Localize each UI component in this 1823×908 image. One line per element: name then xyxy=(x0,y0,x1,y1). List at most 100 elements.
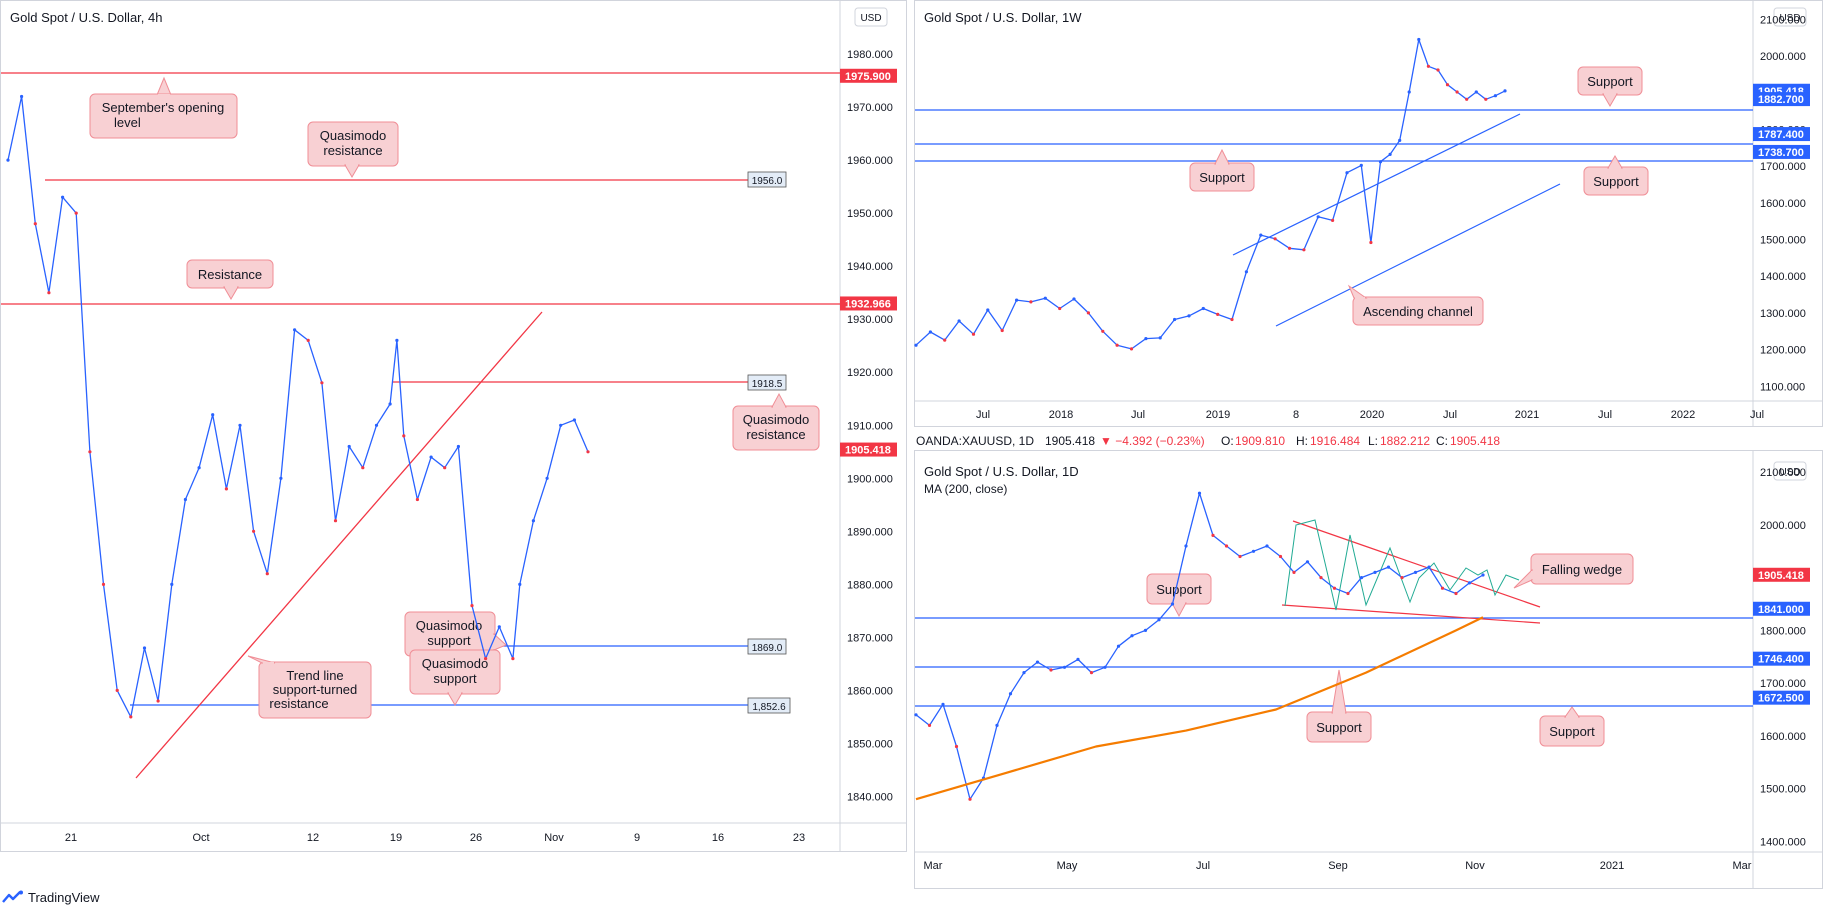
w1-series-point xyxy=(1072,297,1076,301)
h4-x-tick-label: 9 xyxy=(634,832,640,844)
h4-series-point xyxy=(183,497,187,502)
w1-x-tick-label: 2022 xyxy=(1671,409,1695,421)
d1-price-label-bg xyxy=(1753,690,1810,705)
d1-series-line-1 xyxy=(915,616,1484,801)
d1-series-point xyxy=(1170,602,1175,606)
w1-series-point xyxy=(1474,90,1478,94)
h4-annotation-resistance-text: Resistance xyxy=(198,267,262,282)
d1-info-low: 1882.212 xyxy=(1380,434,1430,448)
w1-panel-frame xyxy=(914,0,1823,427)
w1-x-tick-label: Jul xyxy=(976,409,990,421)
d1-series-point xyxy=(1265,544,1269,548)
w1-annotation-support-2-text: Support xyxy=(1199,170,1245,185)
d1-series-point xyxy=(1332,586,1337,590)
h4-level-1852-text: 1,852.6 xyxy=(752,702,786,713)
w1-annotation-support-right-top: Support xyxy=(1577,66,1643,107)
h4-x-tick-label: 23 xyxy=(793,832,805,844)
h4-series-point xyxy=(456,444,460,449)
w1-series-point xyxy=(1173,317,1177,322)
h4-y-tick-label: 1840.000 xyxy=(847,791,893,803)
d1-series-point xyxy=(1103,665,1107,669)
d1-x-tick-label: Jul xyxy=(1196,860,1210,872)
w1-series-point xyxy=(1316,215,1320,219)
h4-x-tick-label: 19 xyxy=(390,832,402,844)
h4-y-tick-label: 1970.000 xyxy=(847,102,893,114)
h4-y-tick-label: 1900.000 xyxy=(847,473,893,485)
h4-series-point xyxy=(518,582,522,587)
d1-info-symbol: OANDA:XAUUSD, 1D xyxy=(916,434,1034,448)
h4-level-box-1852: 1,852.6 xyxy=(747,697,791,714)
w1-series-point xyxy=(1015,298,1019,302)
h4-price-label-bg xyxy=(840,296,897,311)
h4-y-tick-label: 1860.000 xyxy=(847,685,893,697)
d1-price-label: 1746.400 xyxy=(1758,654,1804,666)
h4-annotation-september-line1: September's opening xyxy=(102,100,224,115)
w1-series-point xyxy=(914,343,918,347)
d1-series-point xyxy=(1197,491,1202,495)
d1-series-point xyxy=(1305,560,1310,564)
h4-annotation-september-line2: level xyxy=(114,115,141,130)
w1-price-label-bg xyxy=(1753,144,1810,159)
h4-level-1956-text: 1956.0 xyxy=(752,176,783,187)
w1-series-point xyxy=(1058,306,1062,311)
d1-info-high: 1916.484 xyxy=(1310,434,1360,448)
d1-series-point xyxy=(1440,586,1445,590)
h4-level-1918-text: 1918.5 xyxy=(752,379,783,390)
w1-series-point xyxy=(1115,343,1119,347)
w1-x-tick-label: 2021 xyxy=(1515,409,1539,421)
d1-series-point xyxy=(927,723,932,728)
w1-price-label: 1787.400 xyxy=(1758,129,1804,141)
h4-annotation-qm-res-top-line1: Quasimodo xyxy=(320,128,386,143)
d1-series-point xyxy=(1224,544,1229,548)
d1-info-last: 1905.418 xyxy=(1045,434,1095,448)
w1-y-tick-label: 1500.000 xyxy=(1760,235,1806,247)
h4-series-point xyxy=(142,646,147,650)
w1-series-point xyxy=(1378,160,1383,164)
d1-series-point xyxy=(1319,576,1323,580)
d1-series-point xyxy=(954,744,959,749)
h4-series-point xyxy=(402,434,406,438)
w1-series-point xyxy=(1493,94,1497,98)
d1-y-tick-label: 1500.000 xyxy=(1760,784,1806,796)
h4-series-point xyxy=(47,291,51,295)
w1-x-tick-label: 2018 xyxy=(1049,409,1073,421)
h4-level-box-1956: 1956.0 xyxy=(747,171,787,188)
h4-y-tick-label: 1920.000 xyxy=(847,367,893,379)
h4-series-point xyxy=(265,572,269,576)
w1-y-tick-label: 1300.000 xyxy=(1760,308,1806,320)
h4-annotation-qm-support-bottom: Quasimodo support xyxy=(409,649,501,706)
w1-series-point xyxy=(971,332,976,336)
h4-x-tick-label: Nov xyxy=(544,832,564,844)
h4-series-point xyxy=(395,338,399,342)
h4-series-point xyxy=(545,476,549,480)
d1-annotation-support-middle: Support xyxy=(1306,669,1372,743)
w1-y-tick-label: 1400.000 xyxy=(1760,271,1806,283)
w1-annotation-channel-text: Ascending channel xyxy=(1363,304,1473,319)
h4-series-point xyxy=(429,455,433,459)
d1-series-point xyxy=(1292,570,1296,575)
tradingview-branding[interactable]: TradingView xyxy=(0,886,100,908)
w1-series-point xyxy=(1216,312,1220,316)
h4-annotation-trend-line2: support-turned xyxy=(273,682,358,697)
h4-currency-button[interactable]: USD xyxy=(854,7,888,27)
h4-chart-title: Gold Spot / U.S. Dollar, 4h xyxy=(10,10,162,25)
d1-currency-button[interactable]: USD xyxy=(1773,461,1807,481)
d1-series-point xyxy=(1022,671,1026,675)
w1-chart-title: Gold Spot / U.S. Dollar, 1W xyxy=(924,10,1082,25)
h4-annotation-qm-res-right-line1: Quasimodo xyxy=(743,412,809,427)
h4-trend-line xyxy=(135,311,543,779)
w1-series-point xyxy=(1455,90,1459,94)
h4-price-label-bg xyxy=(840,442,897,457)
d1-series-point xyxy=(1035,660,1040,664)
w1-annotation-support-left: Support xyxy=(1189,148,1255,192)
h4-y-tick-label: 1960.000 xyxy=(847,155,893,167)
d1-series-point xyxy=(1062,665,1067,669)
w1-x-tick-label: 8 xyxy=(1293,409,1299,421)
h4-x-tick-label: 12 xyxy=(307,832,319,844)
w1-currency-button[interactable]: USD xyxy=(1773,7,1807,27)
h4-series-point xyxy=(88,450,92,454)
h4-series-point xyxy=(224,487,228,491)
w1-series-point xyxy=(1302,248,1306,252)
d1-series-point xyxy=(995,723,999,728)
dynamic-chart-layer: 1840.000 1850.000 1860.000 1870.000 1880.000… xyxy=(6,14,1810,872)
